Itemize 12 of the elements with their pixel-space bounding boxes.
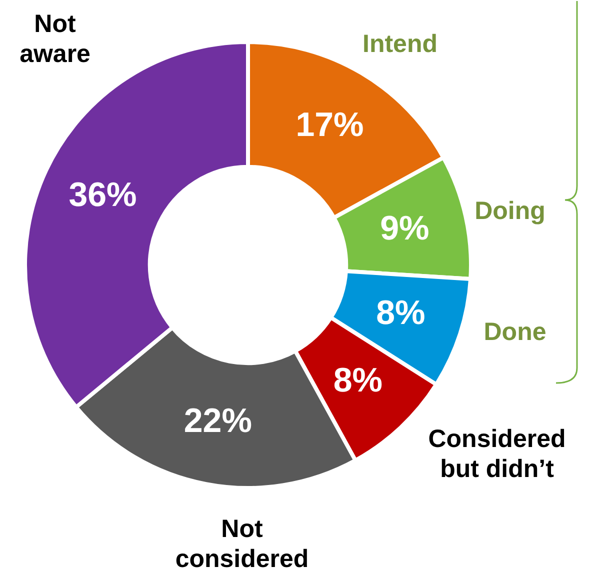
slice-label: Not considered (175, 514, 309, 573)
data-label: 9% (380, 209, 430, 248)
data-label: 36% (68, 176, 137, 214)
slice-label: Doing (474, 196, 546, 225)
data-label: 17% (296, 106, 364, 144)
data-label: 8% (376, 294, 426, 332)
data-label: 22% (184, 402, 252, 440)
slice-label: Considered but didn’t (428, 424, 566, 483)
slice-label: Intend (362, 30, 438, 58)
slice-label: Not aware (20, 10, 91, 68)
slice-label: Done (484, 318, 546, 346)
data-label: 8% (333, 361, 382, 400)
